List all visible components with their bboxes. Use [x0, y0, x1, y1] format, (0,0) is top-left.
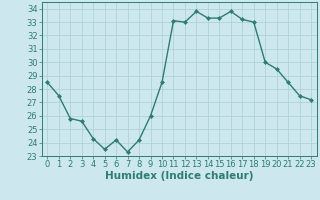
X-axis label: Humidex (Indice chaleur): Humidex (Indice chaleur) [105, 171, 253, 181]
